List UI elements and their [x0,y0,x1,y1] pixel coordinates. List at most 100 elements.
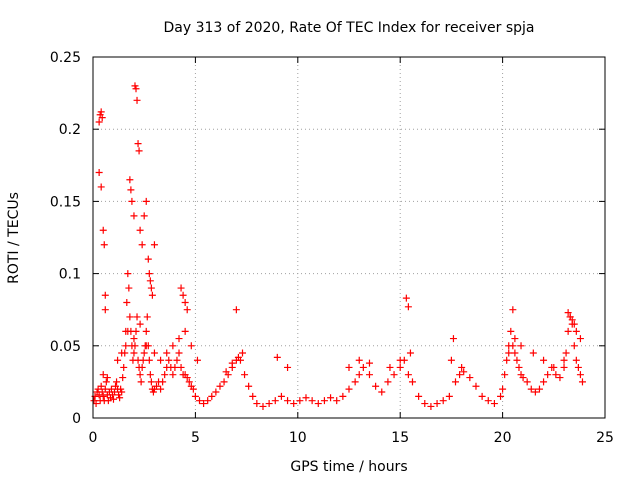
data-point [259,402,267,410]
data-point [145,270,153,278]
x-tick-label: 15 [391,430,409,446]
data-point [499,385,507,393]
data-point [527,385,535,393]
data-point [296,397,304,405]
data-point [501,371,509,379]
data-point [359,363,367,371]
data-point [451,378,459,386]
data-point [125,284,133,292]
data-point [572,327,580,335]
data-point [120,363,128,371]
data-point [161,371,169,379]
data-point [139,356,147,364]
x-tick-label: 20 [494,430,512,446]
data-point [147,284,155,292]
data-point [564,309,572,317]
data-point [222,368,230,376]
data-point [552,371,560,379]
data-point [519,374,527,382]
data-point [308,397,316,405]
axis-ticks: 0 5 10 15 20 25 0 0.05 0.1 0.15 0.2 0.25 [50,50,614,446]
grid-lines [93,57,605,418]
data-point [390,371,398,379]
data-point [511,335,519,343]
data-point [175,349,183,357]
data-point [126,313,134,321]
data-point [320,397,328,405]
data-point [327,394,335,402]
data-point [228,359,236,367]
data-point [265,400,273,408]
data-point [144,255,152,263]
data-point [136,226,144,234]
data-point [517,342,525,350]
data-point [478,392,486,400]
data-point [564,327,572,335]
data-point [529,349,537,357]
x-tick-label: 10 [289,430,307,446]
data-point [99,392,107,400]
data-point [576,371,584,379]
data-point [116,394,124,402]
x-tick-label: 0 [89,430,98,446]
data-point [171,363,179,371]
data-point [372,382,380,390]
data-point [152,382,160,390]
data-point [177,284,185,292]
data-point [193,356,201,364]
data-point [232,306,240,314]
data-point [143,313,151,321]
data-point [124,327,132,335]
data-point [576,335,584,343]
data-point [239,349,247,357]
data-point [284,397,292,405]
x-tick-label: 5 [191,430,200,446]
data-point [509,306,517,314]
data-point [484,397,492,405]
data-point [339,392,347,400]
data-point [216,382,224,390]
data-point [130,335,138,343]
data-point [540,356,548,364]
data-point [146,277,154,285]
data-point [421,400,429,408]
data-point [145,356,153,364]
data-point [572,356,580,364]
data-point [505,349,513,357]
x-tick-label: 25 [596,430,614,446]
data-point [134,140,142,148]
data-point [99,371,107,379]
data-point [183,306,191,314]
data-point [365,371,373,379]
data-point [95,118,103,126]
data-point [578,378,586,386]
data-point [212,388,220,396]
data-point [124,270,132,278]
data-point [173,356,181,364]
data-point [114,356,122,364]
data-point [449,335,457,343]
data-point [515,363,523,371]
data-point [101,291,109,299]
data-point [165,356,173,364]
y-axis-label: ROTI / TECUs [6,192,22,284]
data-point [146,371,154,379]
data-point [345,385,353,393]
data-point [406,349,414,357]
data-point [137,378,145,386]
data-point [355,371,363,379]
data-point [102,378,110,386]
data-point [402,294,410,302]
data-point [560,356,568,364]
y-tick-label: 0.2 [59,122,81,138]
data-point [189,385,197,393]
data-point [458,363,466,371]
data-point [123,298,131,306]
data-point [249,392,257,400]
data-point [556,374,564,382]
data-point [200,400,208,408]
data-point [472,382,480,390]
data-point [535,385,543,393]
data-point [253,400,261,408]
data-point [132,327,140,335]
